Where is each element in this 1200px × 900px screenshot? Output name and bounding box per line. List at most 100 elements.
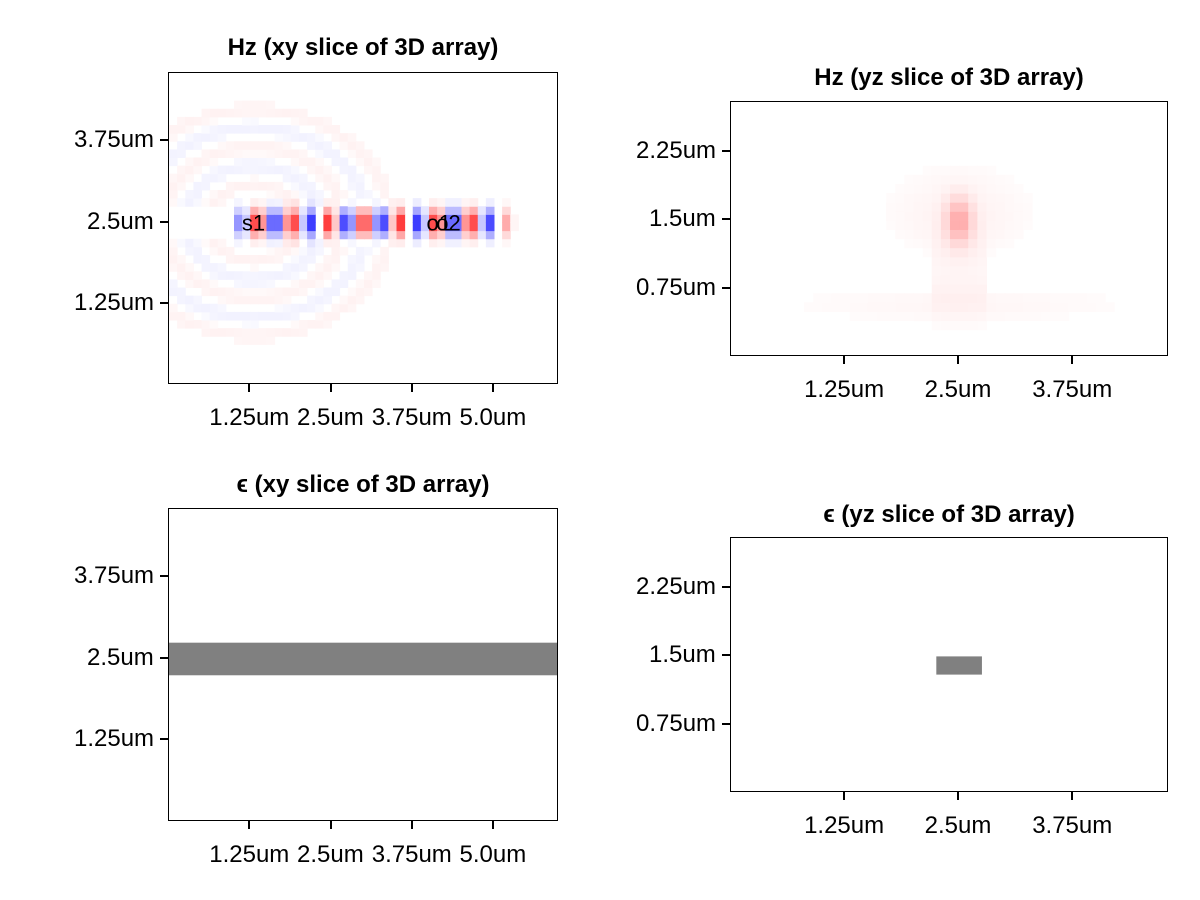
heatmap-cell [922, 247, 933, 258]
heatmap-cell [250, 271, 259, 280]
heatmap-cell [968, 238, 978, 249]
heatmap-cell [339, 222, 349, 232]
heatmap-cell [242, 206, 251, 215]
heatmap-cell [995, 311, 1006, 322]
heatmap-cell [299, 246, 308, 256]
heatmap-cell [169, 303, 178, 313]
heatmap-cell [1013, 193, 1024, 203]
heatmap-cell [372, 255, 381, 264]
heatmap-cell [177, 238, 186, 248]
heatmap-cell [331, 311, 341, 321]
heatmap-cell [950, 302, 960, 312]
heatmap-cell [234, 255, 243, 264]
y-tick [722, 586, 730, 589]
heatmap-cell [959, 193, 969, 203]
heatmap-cell [950, 275, 960, 285]
heatmap-cell [986, 211, 997, 221]
heatmap-cell [388, 214, 397, 223]
heatmap-cell [347, 198, 357, 207]
heatmap-cell [282, 198, 292, 207]
x-tick [492, 821, 494, 829]
heatmap-cell [258, 206, 267, 215]
heatmap-cell [258, 214, 267, 223]
heatmap-cell [225, 271, 235, 280]
heatmap-cell [420, 230, 430, 240]
heatmap-cell [242, 165, 251, 175]
heatmap-cell [169, 198, 178, 207]
heatmap-cell [274, 311, 284, 321]
heatmap-cell [339, 271, 349, 280]
heatmap-cell [940, 293, 951, 303]
heatmap-cell [193, 133, 202, 142]
heatmap-cell [193, 198, 202, 207]
heatmap-cell [1013, 311, 1024, 322]
heatmap-cell [469, 222, 479, 232]
heatmap-cell [1004, 202, 1015, 212]
heatmap-cell [234, 181, 243, 191]
heatmap-cell [995, 293, 1006, 303]
heatmap-cell [217, 295, 227, 305]
heatmap-cell [177, 255, 186, 264]
heatmap-cell [347, 165, 357, 175]
heatmap-cell [282, 141, 292, 150]
heatmap-cell [234, 222, 243, 232]
heatmap-cell [234, 271, 243, 280]
heatmap-cell [877, 293, 887, 303]
heatmap-cell [339, 157, 349, 167]
heatmap-cell [347, 206, 357, 215]
heatmap-cell [388, 222, 397, 232]
heatmap-cell [331, 149, 341, 158]
heatmap-cell [234, 328, 243, 337]
heatmap-cell [347, 230, 357, 240]
heatmap-cell [209, 125, 219, 134]
heatmap-cell [234, 311, 243, 321]
heatmap-cell [977, 202, 987, 212]
heatmap-cell [225, 149, 235, 158]
heatmap-cell [258, 181, 267, 191]
heatmap-cell [225, 287, 235, 297]
heatmap-cell [931, 247, 942, 258]
heatmap-cell [986, 193, 997, 203]
heatmap-cell [217, 328, 227, 337]
heatmap-cell [242, 141, 251, 150]
heatmap-cell [396, 206, 406, 215]
heatmap-cell [355, 173, 365, 183]
heatmap-cell [347, 303, 357, 313]
eps-xy-heatmap [169, 642, 557, 676]
heatmap-cell [940, 265, 951, 276]
heatmap-cell [388, 198, 397, 207]
heatmap-cell [1023, 302, 1033, 312]
heatmap-cell [258, 279, 267, 288]
heatmap-cell [209, 133, 219, 142]
heatmap-cell [290, 149, 300, 158]
heatmap-cell [323, 295, 332, 305]
heatmap-cell [940, 284, 951, 294]
heatmap-cell [968, 211, 978, 221]
heatmap-cell [274, 230, 284, 240]
heatmap-cell [282, 133, 292, 142]
heatmap-cell [201, 279, 211, 288]
heatmap-cell [307, 198, 316, 207]
heatmap-cell [331, 279, 341, 288]
heatmap-cell [931, 174, 942, 185]
heatmap-cell [282, 173, 292, 183]
heatmap-cell [429, 206, 438, 215]
heatmap-cell [266, 287, 276, 297]
heatmap-cell [307, 181, 316, 191]
heatmap-cell [290, 108, 300, 118]
heatmap-cell [193, 181, 202, 191]
heatmap-cell [242, 116, 251, 126]
heatmap-cell [977, 165, 987, 176]
heatmap-cell [193, 295, 202, 305]
heatmap-cell [299, 255, 308, 264]
heatmap-cell [977, 238, 987, 249]
heatmap-cell [185, 116, 194, 126]
heatmap-cell [461, 222, 471, 232]
heatmap-cell [290, 165, 300, 175]
heatmap-cell [266, 222, 276, 232]
y-tick [160, 220, 168, 223]
heatmap-cell [331, 238, 341, 248]
heatmap-cell [209, 157, 219, 167]
heatmap-cell [804, 302, 814, 312]
heatmap-cell [234, 149, 243, 158]
